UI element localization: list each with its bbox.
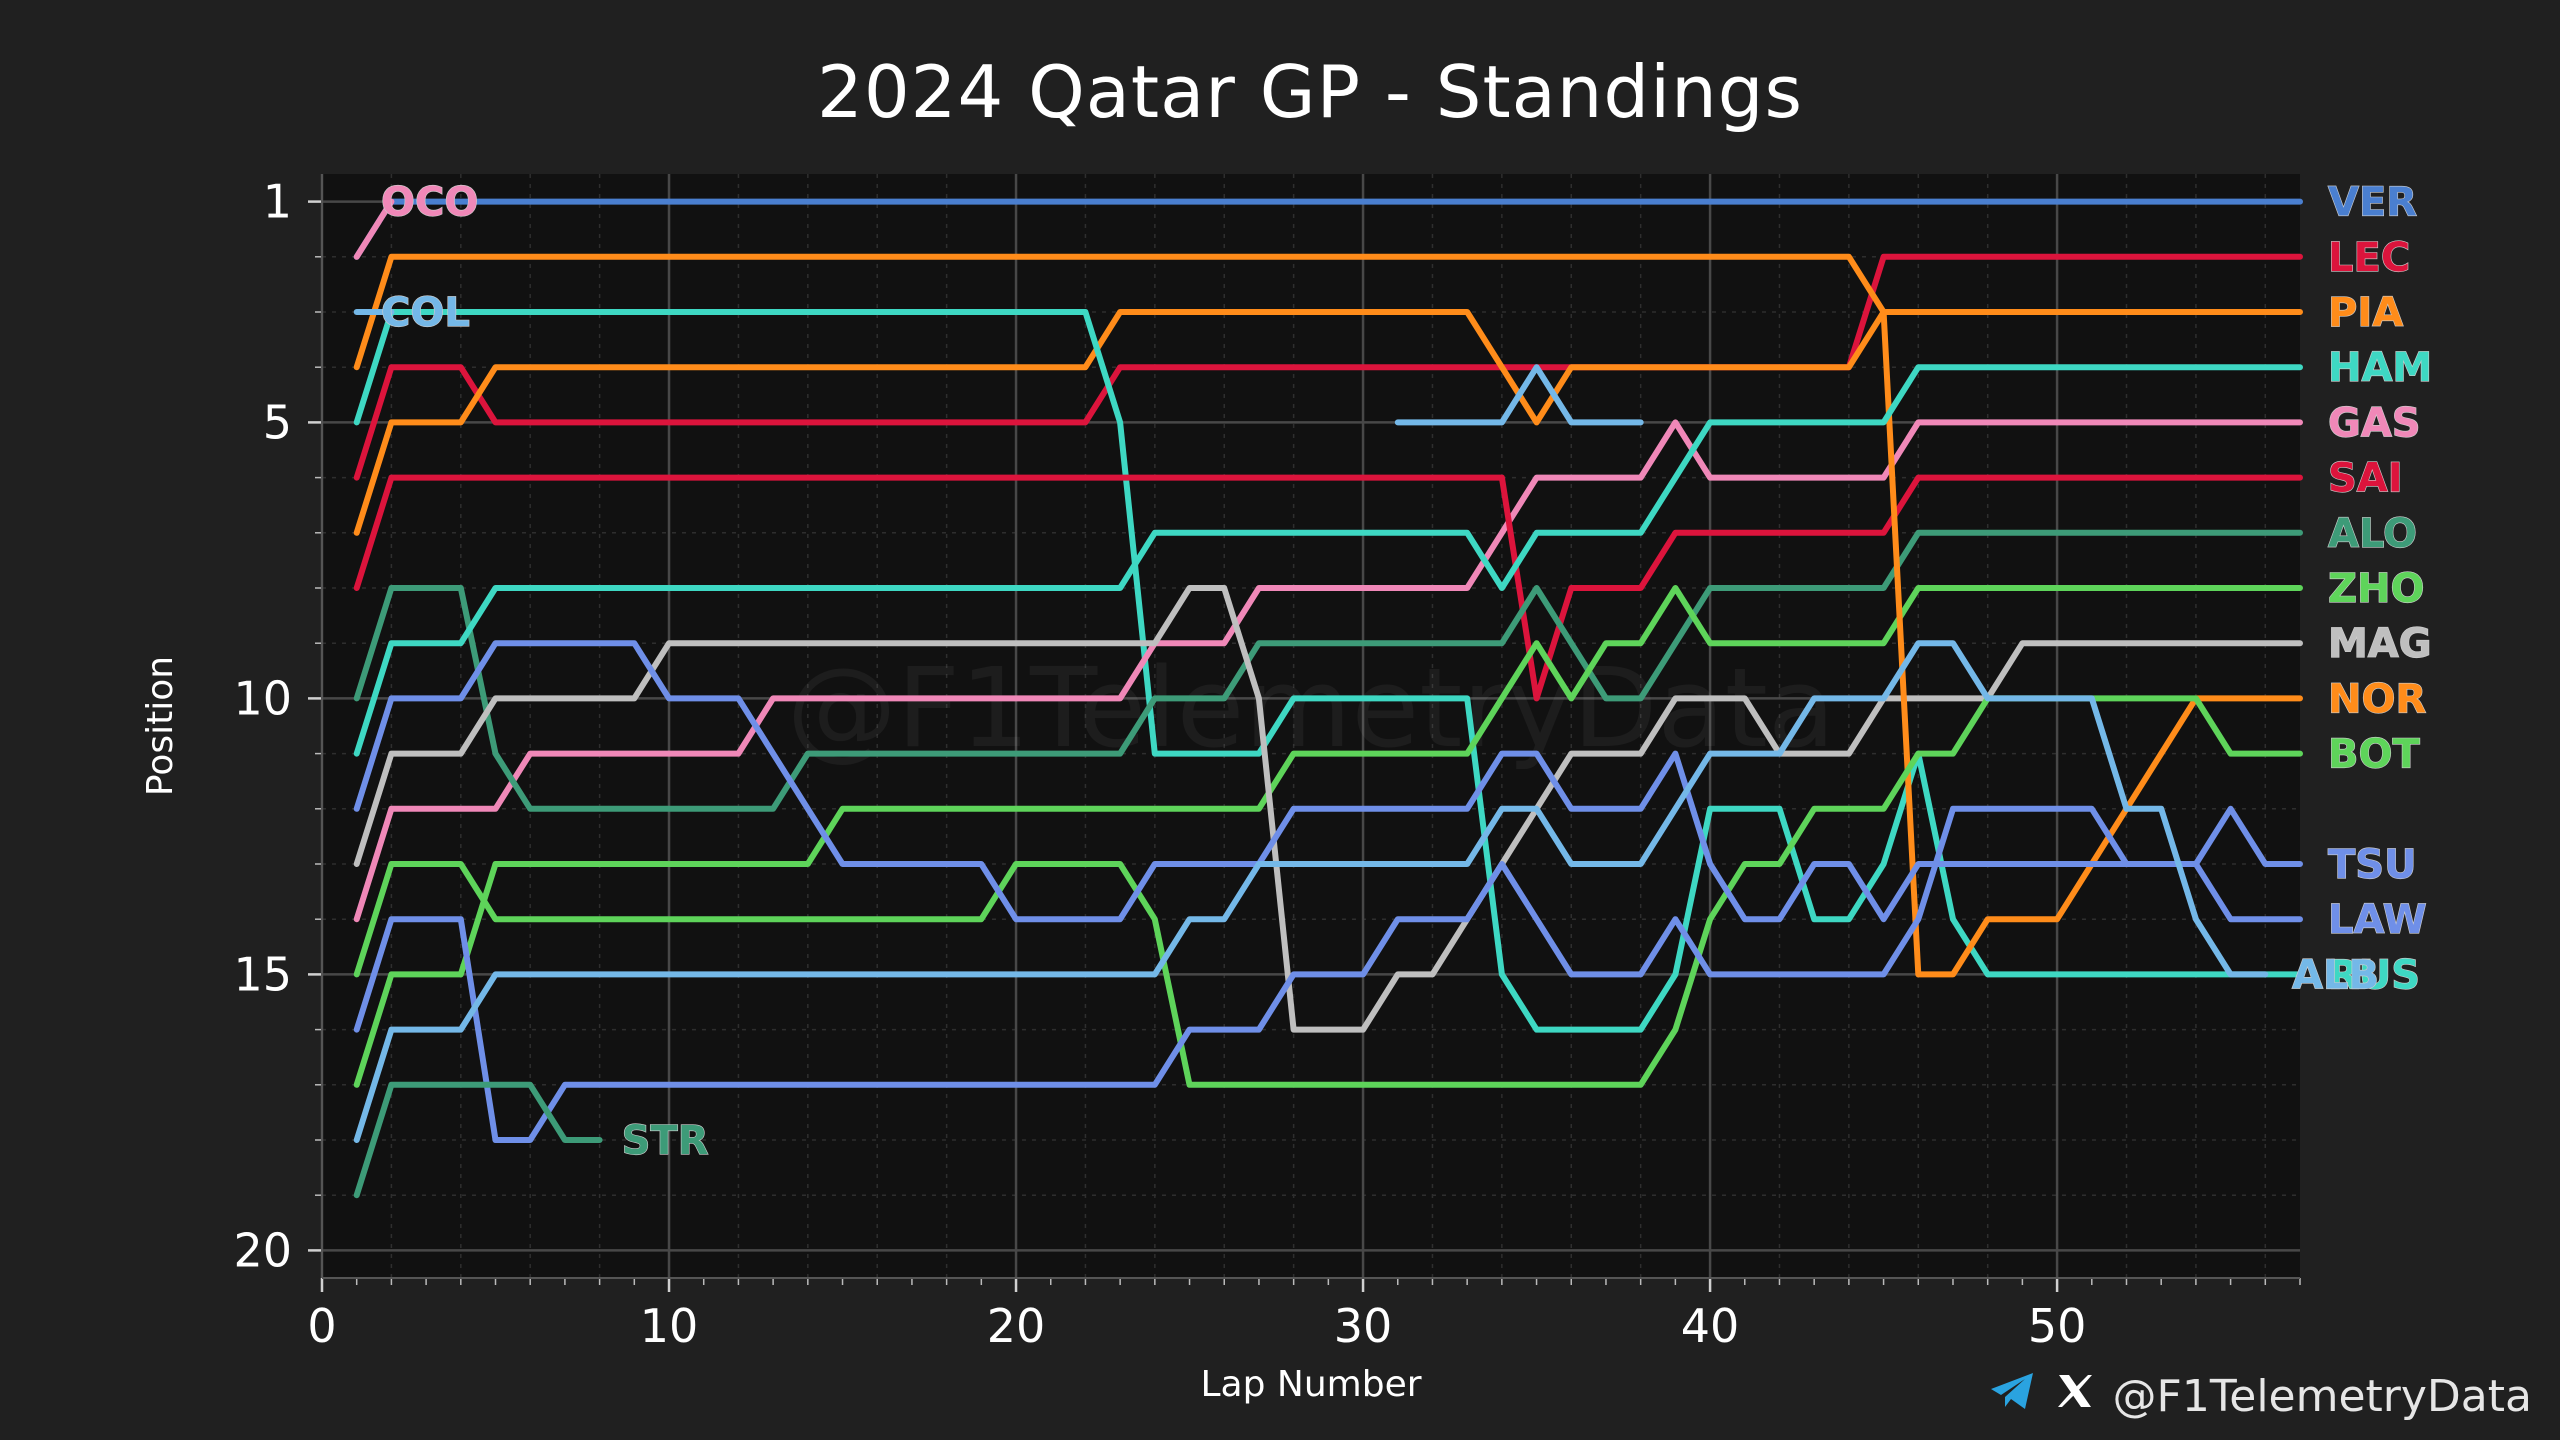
x-axis-label: Lap Number (1200, 1364, 1421, 1405)
chart-title: 2024 Qatar GP - Standings (817, 50, 1803, 134)
series-label-str: STR (622, 1118, 709, 1164)
x-tick-label: 50 (2028, 1299, 2087, 1353)
series-line-alb (353, 640, 2269, 1143)
series-label-sai: SAI (2328, 456, 2403, 502)
y-axis-label: Position (140, 656, 181, 796)
social-credit: @F1TelemetryData (1989, 1371, 2532, 1422)
series-label-ver: VER (2328, 180, 2417, 226)
series-label-law: LAW (2328, 897, 2427, 943)
series-line-ham (353, 364, 2303, 757)
series-label-tsu: TSU (2328, 842, 2417, 888)
series-line-law (353, 805, 2303, 1143)
series-line-oco (353, 198, 395, 260)
series-label-mag: MAG (2328, 621, 2432, 667)
series-label-gas: GAS (2328, 400, 2421, 446)
x-tick-label: 40 (1681, 1299, 1740, 1353)
credit-handle: @F1TelemetryData (2112, 1371, 2532, 1422)
series-label-bot: BOT (2328, 732, 2420, 778)
series-line-lec (353, 253, 2303, 481)
x-tick-label: 0 (307, 1299, 336, 1353)
series-label-rus: RUS (2328, 952, 2420, 998)
y-tick-label: 20 (233, 1223, 292, 1277)
series-line-str (353, 1081, 603, 1199)
y-tick-label: 1 (263, 175, 292, 229)
series-label-lec: LEC (2328, 235, 2410, 281)
series-line-nor (353, 253, 2303, 978)
series-label-nor: NOR (2328, 676, 2426, 722)
y-tick-label: 15 (233, 947, 292, 1001)
x-tick-label: 10 (640, 1299, 699, 1353)
x-icon (2055, 1371, 2095, 1422)
y-tick-label: 5 (263, 395, 292, 449)
series-line-zho (353, 585, 2303, 1088)
series-line-tsu (353, 640, 2303, 923)
series-label-col: COL (381, 290, 470, 336)
y-tick-label: 10 (233, 671, 292, 725)
series-line-pia (353, 309, 2303, 536)
series-label-pia: PIA (2328, 290, 2403, 336)
x-tick-label: 20 (987, 1299, 1046, 1353)
series-label-alo: ALO (2328, 511, 2417, 557)
telegram-icon (1989, 1371, 2037, 1422)
series-label-oco: OCO (381, 180, 478, 226)
series-line-gas (353, 419, 2303, 923)
series-label-ham: HAM (2328, 345, 2432, 391)
x-tick-label: 30 (1334, 1299, 1393, 1353)
series-line-sar (1394, 364, 1644, 426)
series-label-zho: ZHO (2328, 566, 2424, 612)
series-label-alb: ALB (2292, 952, 2379, 998)
